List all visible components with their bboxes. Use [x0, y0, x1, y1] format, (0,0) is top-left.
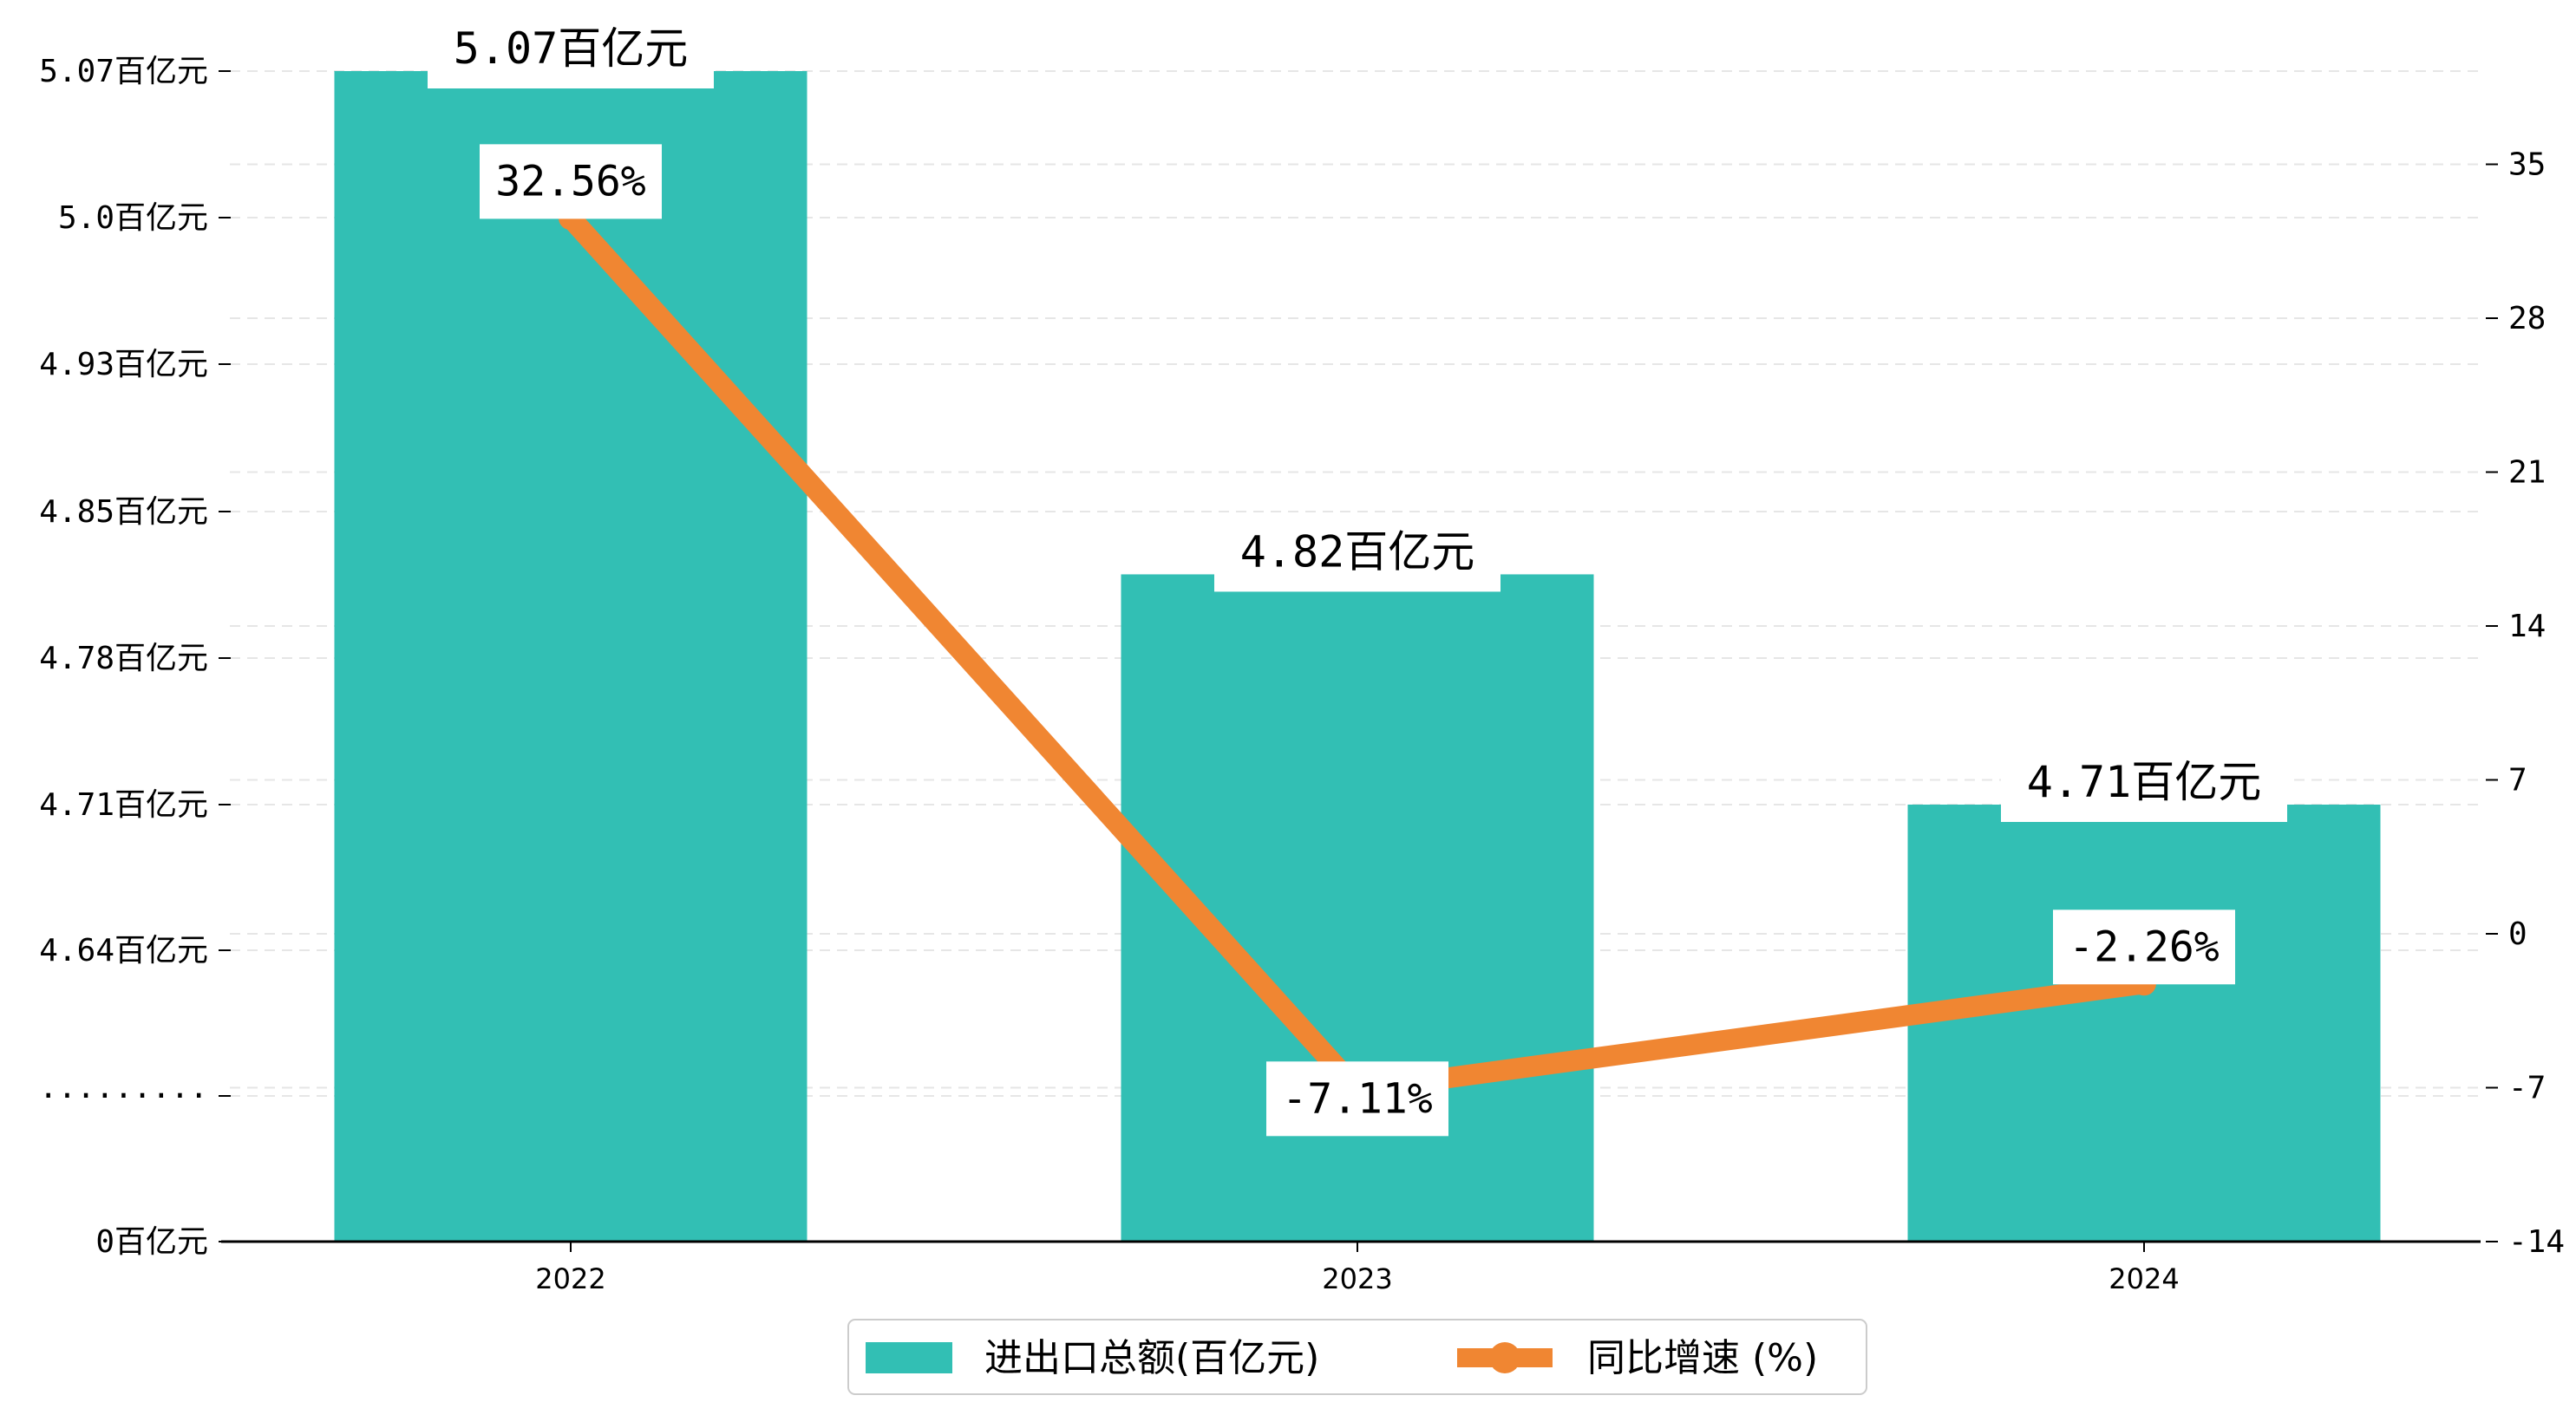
- bar-value-label: 4.71百亿元: [2027, 757, 2261, 807]
- y-right-tick-label: 14: [2508, 609, 2546, 644]
- y-right-tick-label: 0: [2508, 916, 2527, 952]
- axes: 2022 2023 2024 0百亿元 ········· 4.64百亿元 4.71百亿元 4…: [39, 54, 2565, 1295]
- y-right-tick-label: 28: [2508, 301, 2546, 336]
- bar-label-box: [428, 33, 714, 88]
- y-right-tick-label: 35: [2508, 147, 2546, 183]
- y-right-tick-label: 21: [2508, 455, 2546, 491]
- x-tick-label: 2024: [2109, 1262, 2179, 1295]
- legend-line-label: 同比增速 (%): [1587, 1336, 1818, 1380]
- line-value-label: -7.11%: [1282, 1074, 1432, 1123]
- bar-label-box: [2001, 766, 2287, 822]
- legend-bar-swatch: [866, 1342, 952, 1373]
- y-left-tick-label: 0百亿元: [95, 1224, 208, 1260]
- bar-value-label: 4.82百亿元: [1240, 526, 1474, 577]
- line-label-box: [1266, 1061, 1448, 1137]
- y-left-tick-label: 4.85百亿元: [39, 494, 208, 530]
- y-left-tick-label: 4.71百亿元: [39, 787, 208, 823]
- line-label-box: [480, 144, 662, 219]
- y-left-tick-label: 4.93百亿元: [39, 347, 208, 382]
- line-label-box: [2053, 910, 2235, 985]
- legend: 进出口总额(百亿元) 同比增速 (%): [847, 1319, 1867, 1395]
- line-value-label: 32.56%: [495, 157, 645, 205]
- y-left-tick-label: 4.78百亿元: [39, 641, 208, 676]
- x-tick-label: 2023: [1322, 1262, 1392, 1295]
- y-left-tick-label: 5.0百亿元: [58, 200, 208, 236]
- data-labels: 5.07百亿元 4.82百亿元 4.71百亿元 32.56% -7.11% -2.26%: [428, 23, 2287, 1137]
- legend-line-marker: [1489, 1342, 1520, 1373]
- y-left-tick-label: 4.64百亿元: [39, 933, 208, 968]
- legend-bar-label: 进出口总额(百亿元): [984, 1336, 1319, 1380]
- x-tick-label: 2022: [535, 1262, 605, 1295]
- y-right-tick-label: 7: [2508, 763, 2527, 799]
- y-left-tick-label: ·········: [39, 1079, 208, 1114]
- bar-value-label: 5.07百亿元: [454, 23, 688, 74]
- bar-label-box: [1214, 536, 1500, 592]
- line-value-label: -2.26%: [2069, 923, 2219, 971]
- legend-box: [847, 1319, 1867, 1395]
- y-left-tick-label: 5.07百亿元: [39, 54, 208, 89]
- bar: [334, 71, 807, 1242]
- bar: [1907, 805, 2381, 1242]
- y-right-tick-label: -7: [2508, 1071, 2546, 1106]
- y-right-tick-label: -14: [2508, 1224, 2565, 1260]
